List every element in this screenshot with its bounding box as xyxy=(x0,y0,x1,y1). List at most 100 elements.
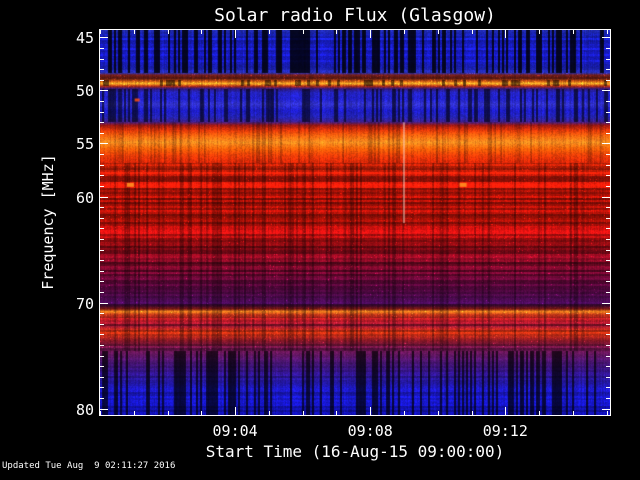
y-tick xyxy=(100,48,104,50)
y-tick-label: 55 xyxy=(75,135,94,154)
y-tick xyxy=(100,355,104,357)
y-tick xyxy=(100,238,104,240)
chart-title: Solar radio Flux (Glasgow) xyxy=(214,5,496,26)
x-tick xyxy=(606,30,608,34)
y-tick xyxy=(606,355,610,357)
x-tick xyxy=(539,30,541,34)
y-tick xyxy=(100,154,104,156)
y-tick xyxy=(606,122,610,124)
y-tick xyxy=(602,37,610,39)
x-tick xyxy=(167,411,169,415)
y-tick xyxy=(606,238,610,240)
y-tick xyxy=(602,302,610,304)
y-tick xyxy=(100,58,104,60)
x-tick xyxy=(572,30,574,34)
y-tick xyxy=(100,143,108,145)
y-tick xyxy=(606,154,610,156)
y-tick xyxy=(100,398,104,400)
x-tick xyxy=(539,411,541,415)
x-tick xyxy=(437,411,439,415)
y-axis-title: Frequency [MHz] xyxy=(39,154,57,290)
y-tick xyxy=(606,376,610,378)
y-tick xyxy=(100,270,104,272)
y-tick xyxy=(100,408,108,410)
y-tick xyxy=(606,323,610,325)
y-tick xyxy=(100,207,104,209)
y-tick-label: 70 xyxy=(75,294,94,313)
y-tick xyxy=(606,185,610,187)
x-tick xyxy=(471,30,473,34)
y-tick xyxy=(100,196,108,198)
x-tick xyxy=(100,30,101,34)
x-tick xyxy=(133,30,135,34)
y-tick xyxy=(100,281,104,283)
updated-text: Updated Tue Aug 9 02:11:27 2016 xyxy=(2,461,176,471)
y-tick xyxy=(100,217,104,219)
y-tick xyxy=(100,37,108,39)
y-tick xyxy=(100,323,104,325)
x-tick xyxy=(505,407,507,415)
y-tick xyxy=(606,345,610,346)
y-tick xyxy=(606,249,610,251)
y-tick xyxy=(100,228,104,230)
y-tick xyxy=(100,79,104,81)
x-tick xyxy=(505,30,507,38)
y-tick xyxy=(606,228,610,230)
y-tick xyxy=(606,111,610,113)
y-tick xyxy=(100,69,104,71)
y-tick xyxy=(602,196,610,198)
x-tick xyxy=(201,30,203,34)
x-tick xyxy=(471,411,473,415)
x-tick xyxy=(572,411,574,415)
x-tick xyxy=(235,30,237,38)
y-tick-label: 60 xyxy=(75,188,94,207)
y-tick xyxy=(100,164,104,166)
y-tick xyxy=(606,207,610,209)
y-tick xyxy=(100,111,104,113)
x-tick xyxy=(336,30,338,34)
y-tick xyxy=(100,302,108,304)
y-tick xyxy=(100,185,104,187)
y-tick xyxy=(100,132,104,134)
y-tick xyxy=(606,48,610,50)
x-tick xyxy=(403,30,405,34)
y-tick xyxy=(100,90,108,92)
spectrogram-canvas xyxy=(100,30,610,415)
x-tick xyxy=(167,30,169,34)
y-tick xyxy=(606,366,610,368)
y-tick xyxy=(606,398,610,400)
x-tick xyxy=(268,30,270,34)
y-tick xyxy=(606,175,610,177)
y-tick xyxy=(100,334,104,336)
y-tick-label: 80 xyxy=(75,400,94,419)
y-tick xyxy=(606,69,610,71)
x-tick xyxy=(336,411,338,415)
y-tick-label: 45 xyxy=(75,29,94,48)
y-tick xyxy=(100,313,104,315)
x-tick xyxy=(133,411,135,415)
y-tick xyxy=(606,132,610,134)
y-tick xyxy=(606,334,610,336)
y-tick xyxy=(606,101,610,103)
y-tick xyxy=(100,376,104,378)
y-tick xyxy=(602,90,610,92)
y-tick xyxy=(606,217,610,219)
y-tick xyxy=(100,249,104,251)
y-tick xyxy=(100,175,104,177)
x-tick xyxy=(302,411,304,415)
y-tick xyxy=(606,313,610,315)
y-tick xyxy=(606,164,610,166)
x-tick xyxy=(201,411,203,415)
y-tick xyxy=(606,270,610,272)
x-axis-title: Start Time (16-Aug-15 09:00:00) xyxy=(205,442,505,461)
plot-area xyxy=(99,29,611,416)
y-tick-label: 50 xyxy=(75,82,94,101)
y-tick xyxy=(100,260,104,262)
x-tick-label: 09:12 xyxy=(482,422,528,440)
y-tick xyxy=(606,281,610,283)
y-tick xyxy=(606,260,610,262)
x-tick xyxy=(606,411,608,415)
x-tick xyxy=(302,30,304,34)
x-tick xyxy=(235,407,237,415)
y-tick xyxy=(100,387,104,389)
